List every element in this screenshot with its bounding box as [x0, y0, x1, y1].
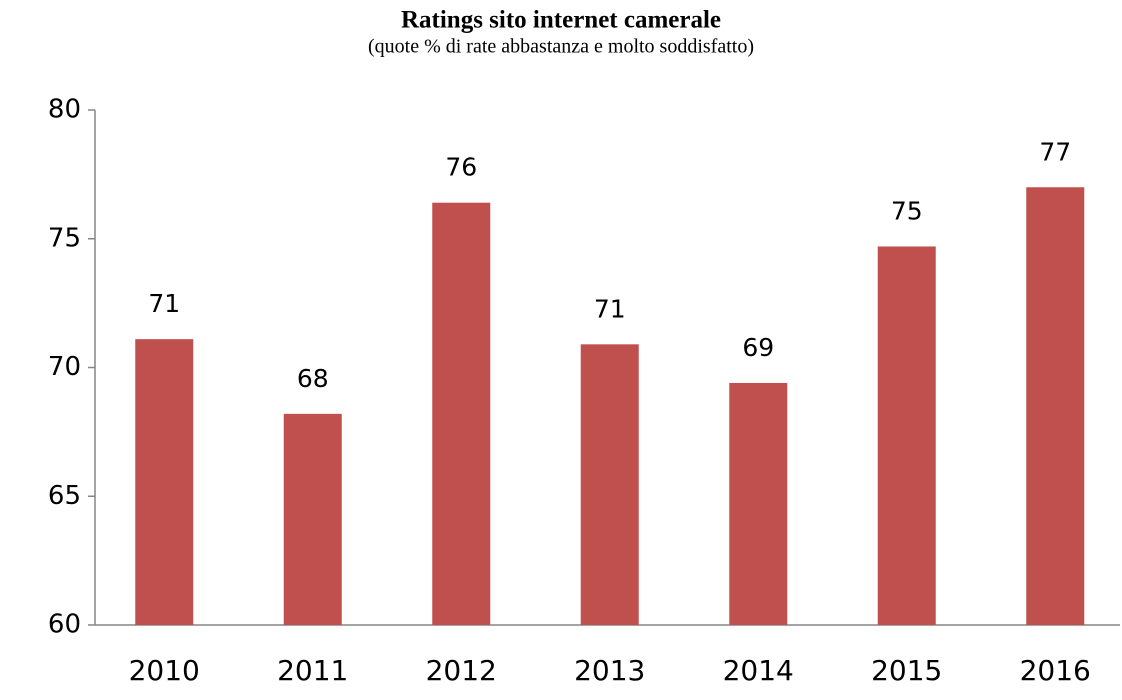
data-label: 75 [891, 196, 923, 225]
bar [135, 339, 194, 625]
data-label: 69 [742, 333, 774, 362]
x-tick-label: 2011 [277, 654, 348, 687]
data-label: 68 [297, 364, 329, 393]
x-tick-label: 2014 [723, 654, 794, 687]
x-tick-label: 2013 [574, 654, 645, 687]
y-tick-label: 80 [48, 95, 81, 125]
y-tick-label: 75 [48, 223, 81, 253]
bar [580, 344, 639, 625]
bar [729, 382, 788, 625]
x-tick-label: 2010 [129, 654, 200, 687]
y-tick-label: 65 [48, 481, 81, 511]
x-tick-label: 2015 [871, 654, 942, 687]
chart-title: Ratings sito internet camerale [401, 7, 721, 34]
x-tick-label: 2016 [1020, 654, 1091, 687]
bar [877, 246, 936, 625]
x-tick-label: 2012 [426, 654, 497, 687]
data-label: 71 [148, 289, 180, 318]
y-tick-label: 70 [48, 352, 81, 382]
chart-subtitle: (quote % di rate abbastanza e molto sodd… [368, 36, 754, 58]
data-label: 71 [594, 294, 626, 323]
bar [432, 202, 491, 625]
bar [283, 413, 342, 625]
y-tick-label: 60 [48, 610, 81, 640]
bar [1026, 187, 1085, 625]
data-label: 77 [1039, 137, 1071, 166]
data-label: 76 [445, 153, 477, 182]
